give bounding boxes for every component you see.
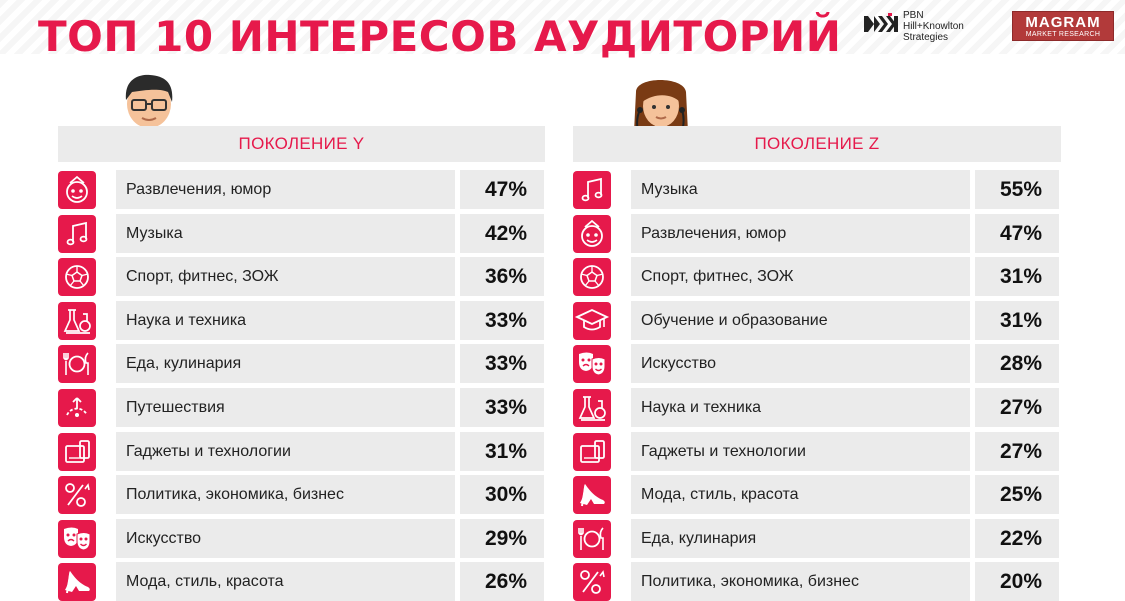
pbn-logo: PBN Hill+Knowlton Strategies — [864, 9, 1004, 45]
pbn-logo-mark — [864, 13, 898, 32]
sport-ball-icon — [573, 258, 611, 296]
interest-value: 55% — [975, 170, 1059, 209]
entertainment-icon — [58, 171, 96, 209]
high-heel-icon — [573, 476, 611, 514]
interest-value: 36% — [460, 257, 544, 296]
travel-icon — [58, 389, 96, 427]
interest-label: Спорт, фитнес, ЗОЖ — [116, 257, 455, 296]
interest-value: 42% — [460, 214, 544, 253]
interest-label: Гаджеты и технологии — [631, 432, 970, 471]
interest-value: 31% — [975, 301, 1059, 340]
table-row: Мода, стиль, красота 26% — [58, 562, 544, 601]
interest-label: Музыка — [631, 170, 970, 209]
interest-label: Спорт, фитнес, ЗОЖ — [631, 257, 970, 296]
interest-label: Развлечения, юмор — [631, 214, 970, 253]
table-row: Обучение и образование 31% — [573, 301, 1059, 340]
percent-icon — [573, 563, 611, 601]
interest-label: Еда, кулинария — [116, 344, 455, 383]
interest-value: 47% — [975, 214, 1059, 253]
food-plate-icon — [573, 520, 611, 558]
interest-value: 30% — [460, 475, 544, 514]
pbn-logo-line: Hill+Knowlton — [903, 21, 964, 32]
interest-value: 31% — [975, 257, 1059, 296]
interest-label: Мода, стиль, красота — [116, 562, 455, 601]
header-background — [0, 0, 1125, 54]
interest-label: Развлечения, юмор — [116, 170, 455, 209]
interest-label: Музыка — [116, 214, 455, 253]
magram-logo-text: MAGRAM — [1025, 14, 1101, 31]
table-row: Еда, кулинария 33% — [58, 344, 544, 383]
interest-label: Еда, кулинария — [631, 519, 970, 558]
interest-label: Наука и техника — [631, 388, 970, 427]
interest-value: 31% — [460, 432, 544, 471]
pbn-logo-line: Strategies — [903, 32, 949, 43]
music-icon — [573, 171, 611, 209]
table-row: Гаджеты и технологии 27% — [573, 432, 1059, 471]
table-row: Развлечения, юмор 47% — [573, 214, 1059, 253]
interest-value: 33% — [460, 301, 544, 340]
table-row: Спорт, фитнес, ЗОЖ 31% — [573, 257, 1059, 296]
table-row: Еда, кулинария 22% — [573, 519, 1059, 558]
gadgets-icon — [573, 433, 611, 471]
music-icon — [58, 215, 96, 253]
interest-value: 20% — [975, 562, 1059, 601]
page-title: ТОП 10 ИНТЕРЕСОВ АУДИТОРИЙ — [38, 12, 842, 61]
interest-value: 26% — [460, 562, 544, 601]
interest-label: Гаджеты и технологии — [116, 432, 455, 471]
table-row: Гаджеты и технологии 31% — [58, 432, 544, 471]
table-row: Развлечения, юмор 47% — [58, 170, 544, 209]
theater-masks-icon — [573, 345, 611, 383]
percent-icon — [58, 476, 96, 514]
table-row: Спорт, фитнес, ЗОЖ 36% — [58, 257, 544, 296]
table-row: Политика, экономика, бизнес 30% — [58, 475, 544, 514]
interest-value: 47% — [460, 170, 544, 209]
interest-label: Путешествия — [116, 388, 455, 427]
table-row: Искусство 28% — [573, 344, 1059, 383]
sport-ball-icon — [58, 258, 96, 296]
science-flask-icon — [573, 389, 611, 427]
table-row: Искусство 29% — [58, 519, 544, 558]
interest-label: Обучение и образование — [631, 301, 970, 340]
interest-value: 22% — [975, 519, 1059, 558]
gadgets-icon — [58, 433, 96, 471]
table-row: Политика, экономика, бизнес 20% — [573, 562, 1059, 601]
high-heel-icon — [58, 563, 96, 601]
science-flask-icon — [58, 302, 96, 340]
table-row: Наука и техника 33% — [58, 301, 544, 340]
theater-masks-icon — [58, 520, 96, 558]
pbn-logo-line: PBN — [903, 10, 924, 21]
magram-logo-subtext: MARKET RESEARCH — [1025, 31, 1101, 38]
table-row: Наука и техника 27% — [573, 388, 1059, 427]
interest-value: 28% — [975, 344, 1059, 383]
generation-z-header: ПОКОЛЕНИЕ Z — [573, 126, 1061, 162]
interest-value: 27% — [975, 432, 1059, 471]
interest-label: Политика, экономика, бизнес — [631, 562, 970, 601]
graduation-cap-icon — [573, 302, 611, 340]
magram-logo: MAGRAM MARKET RESEARCH — [1012, 11, 1114, 41]
interest-label: Искусство — [116, 519, 455, 558]
table-row: Путешествия 33% — [58, 388, 544, 427]
interest-label: Политика, экономика, бизнес — [116, 475, 455, 514]
generation-y-header: ПОКОЛЕНИЕ Y — [58, 126, 545, 162]
interest-value: 33% — [460, 344, 544, 383]
food-plate-icon — [58, 345, 96, 383]
interest-label: Искусство — [631, 344, 970, 383]
table-row: Музыка 55% — [573, 170, 1059, 209]
interest-label: Наука и техника — [116, 301, 455, 340]
interest-value: 25% — [975, 475, 1059, 514]
table-row: Музыка 42% — [58, 214, 544, 253]
interest-value: 27% — [975, 388, 1059, 427]
interest-label: Мода, стиль, красота — [631, 475, 970, 514]
entertainment-icon — [573, 215, 611, 253]
interest-value: 29% — [460, 519, 544, 558]
table-row: Мода, стиль, красота 25% — [573, 475, 1059, 514]
interest-value: 33% — [460, 388, 544, 427]
